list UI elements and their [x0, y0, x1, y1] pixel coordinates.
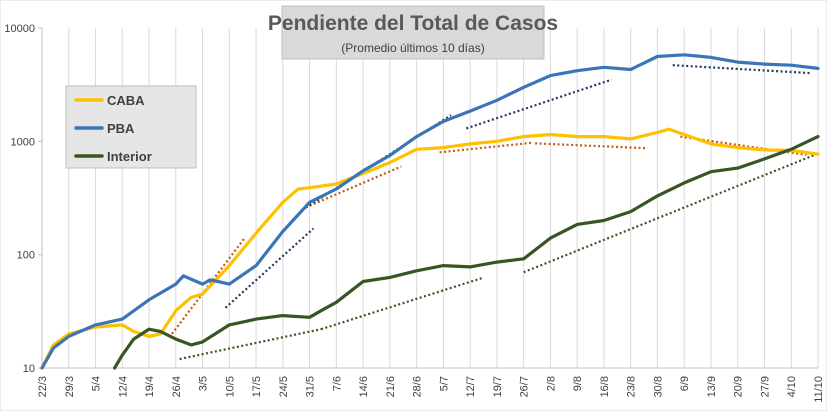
x-tick-label: 12/7: [465, 376, 477, 397]
gridlines: [41, 28, 819, 368]
trend-line: [672, 64, 811, 75]
series-line-pba: [40, 53, 820, 370]
y-tick-label: 10: [23, 363, 35, 375]
trend-line: [224, 227, 315, 309]
x-tick-label: 27/9: [759, 376, 771, 397]
series-line-caba: [40, 127, 820, 370]
trend-line: [179, 328, 322, 361]
x-tick-label: 14/6: [358, 376, 370, 397]
x-tick-label: 17/5: [251, 376, 263, 397]
x-tick-label: 31/5: [305, 376, 317, 397]
x-tick-label: 19/7: [492, 376, 504, 397]
legend-label: Interior: [107, 149, 152, 164]
x-tick-label: 4/10: [786, 376, 798, 397]
series-lines: [40, 53, 820, 370]
trend-line: [439, 141, 532, 154]
x-tick-label: 29/3: [64, 376, 76, 397]
x-tick-label: 24/5: [278, 376, 290, 397]
x-tick-label: 28/6: [412, 376, 424, 397]
axes: 22/3 29/3 5/4 12/4 19/4 26/4 3/5 10/5 17/5 24/5 31…: [4, 23, 825, 403]
x-tick-label: 6/9: [679, 376, 691, 391]
x-tick-label: 5/4: [91, 376, 103, 391]
x-tick-label: 21/6: [385, 376, 397, 397]
y-tick-label: 1000: [11, 136, 35, 148]
x-tick-label: 12/4: [117, 376, 129, 397]
x-tick-label: 3/5: [198, 376, 210, 391]
trend-line: [523, 152, 819, 274]
legend-label: PBA: [107, 121, 135, 136]
title-box: [281, 5, 545, 60]
y-tick-label: 10000: [4, 23, 35, 35]
x-tick-label: 5/7: [438, 376, 450, 391]
trend-line: [309, 165, 402, 207]
x-tick-label: 20/9: [733, 376, 745, 397]
legend-entries: CABA PBA Interior: [74, 93, 152, 164]
x-tick-label: 30/8: [652, 376, 664, 397]
trend-line: [465, 78, 612, 130]
series-line-interior: [112, 135, 820, 370]
chart-title: Pendiente del Total de Casos: [268, 12, 558, 35]
x-tick-label: 7/6: [331, 376, 343, 391]
x-tick-label: 16/8: [599, 376, 611, 397]
x-tick-label: 23/8: [626, 376, 638, 397]
x-tick-label: 9/8: [572, 376, 584, 391]
x-tick-label: 10/5: [224, 376, 236, 397]
trend-line: [535, 142, 647, 150]
trend-line: [680, 135, 807, 156]
chart-subtitle: (Promedio últimos 10 días): [341, 41, 484, 55]
x-tick-label: 26/4: [171, 376, 183, 397]
x-tick-label: 26/7: [519, 376, 531, 397]
x-tick-label: 22/3: [37, 376, 49, 397]
x-tick-label: 19/4: [144, 376, 156, 397]
trend-line: [320, 277, 482, 331]
y-tick-label: 100: [17, 250, 35, 262]
legend-label: CABA: [107, 93, 145, 108]
x-tick-label: 11/10: [813, 376, 825, 403]
x-tick-label: 13/9: [706, 376, 718, 397]
x-tick-label: 2/8: [545, 376, 557, 391]
